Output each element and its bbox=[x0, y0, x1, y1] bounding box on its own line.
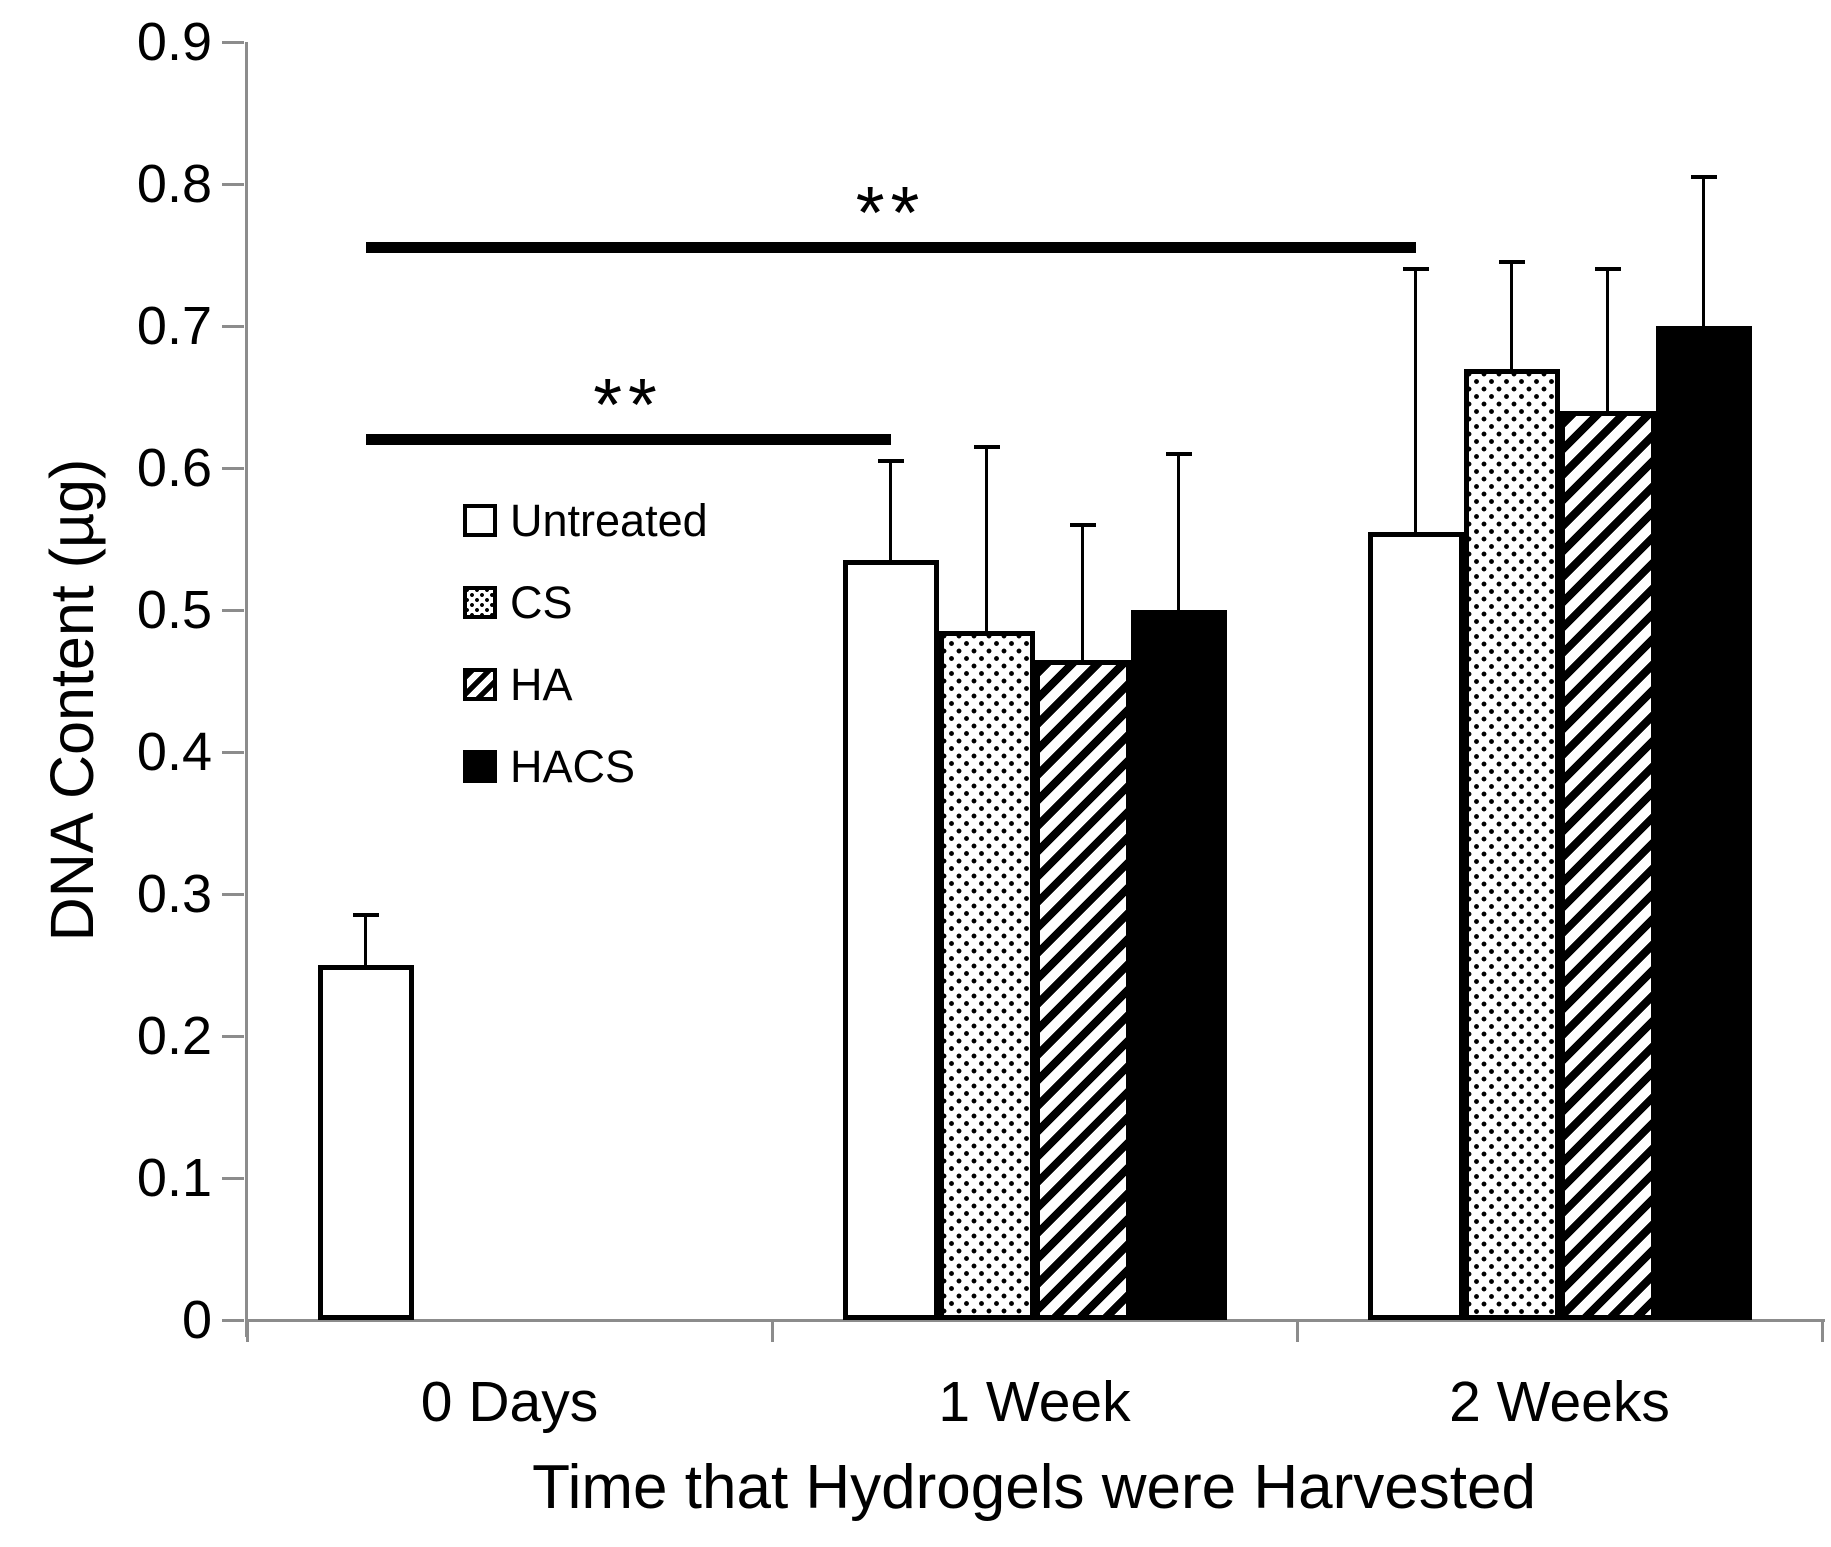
x-category-label: 0 Days bbox=[420, 1370, 599, 1434]
error-bar-cap bbox=[1498, 260, 1525, 265]
legend-item-ha: HA bbox=[463, 658, 573, 710]
error-bar-whisker bbox=[1414, 269, 1417, 532]
y-axis-title: DNA Content (µg) bbox=[38, 458, 106, 942]
y-tick-label: 0.3 bbox=[136, 864, 212, 924]
legend-label: Untreated bbox=[510, 494, 708, 546]
error-bar-cap bbox=[1069, 522, 1096, 527]
bar-ha-1-week bbox=[1034, 659, 1131, 1320]
y-axis-tick bbox=[222, 1318, 244, 1322]
x-axis-title: Time that Hydrogels were Harvested bbox=[532, 1453, 1536, 1522]
bar-untreated-0-days bbox=[317, 965, 414, 1320]
error-bar-cap bbox=[1594, 267, 1621, 272]
untreated-swatch-icon bbox=[463, 503, 497, 537]
x-category-label: 1 Week bbox=[938, 1370, 1131, 1434]
y-axis-tick bbox=[222, 466, 244, 470]
error-bar-cap bbox=[352, 913, 379, 918]
plot-area: 0.9 0.8 0.7 0.6 0.5 0.4 0.3 0.2 0.1 0 0 Days 1 Week… bbox=[137, 15, 1824, 1432]
x-axis-tick bbox=[245, 1320, 249, 1342]
error-bar-cap bbox=[973, 444, 1000, 449]
x-axis-tick bbox=[1820, 1320, 1824, 1342]
bar-hacs-1-week bbox=[1130, 610, 1227, 1320]
error-bar-cap bbox=[1690, 174, 1717, 179]
y-axis-line bbox=[245, 42, 248, 1337]
y-axis-tick bbox=[222, 1176, 244, 1180]
error-bar-whisker bbox=[364, 915, 367, 965]
y-tick-label: 0.1 bbox=[136, 1148, 212, 1208]
error-bar-cap bbox=[877, 458, 904, 463]
legend-item-cs: CS bbox=[463, 576, 573, 628]
error-bar-whisker bbox=[1177, 453, 1180, 610]
legend-label: HA bbox=[510, 658, 573, 710]
bar-untreated-1-week bbox=[842, 560, 939, 1320]
y-axis-tick bbox=[222, 324, 244, 328]
y-tick-label: 0.6 bbox=[136, 438, 212, 498]
y-axis-tick bbox=[222, 1034, 244, 1038]
error-bar-whisker bbox=[1510, 262, 1513, 369]
bar-untreated-2-weeks bbox=[1367, 531, 1464, 1320]
x-axis-tick bbox=[1295, 1320, 1299, 1342]
error-bar-whisker bbox=[985, 446, 988, 632]
error-bar-whisker bbox=[889, 460, 892, 561]
hacs-swatch-icon bbox=[463, 749, 497, 783]
bar-ha-2-weeks bbox=[1559, 411, 1656, 1320]
y-tick-label: 0 bbox=[181, 1290, 212, 1350]
x-axis-line bbox=[247, 1319, 1825, 1322]
x-category-label: 2 Weeks bbox=[1449, 1370, 1670, 1434]
y-tick-label: 0.9 bbox=[136, 12, 212, 72]
ha-swatch-icon bbox=[463, 667, 497, 701]
bar-cs-2-weeks bbox=[1463, 368, 1560, 1320]
legend-item-untreated: Untreated bbox=[463, 494, 708, 546]
legend-item-hacs: HACS bbox=[463, 740, 636, 792]
error-bar-cap bbox=[1402, 267, 1429, 272]
y-axis-tick bbox=[222, 892, 244, 896]
y-axis-tick bbox=[222, 40, 244, 44]
cs-swatch-icon bbox=[463, 585, 497, 619]
y-tick-label: 0.7 bbox=[136, 296, 212, 356]
significance-label: ** bbox=[855, 171, 926, 255]
legend-label: HACS bbox=[510, 740, 636, 792]
bar-cs-1-week bbox=[938, 631, 1035, 1320]
error-bar-whisker bbox=[1702, 176, 1705, 326]
significance-label: ** bbox=[593, 363, 663, 447]
error-bar-whisker bbox=[1606, 269, 1609, 412]
y-tick-label: 0.8 bbox=[136, 154, 212, 214]
error-bar-cap bbox=[1165, 451, 1192, 456]
x-axis-tick bbox=[770, 1320, 774, 1342]
significance-bar bbox=[365, 242, 1416, 254]
y-tick-label: 0.5 bbox=[136, 580, 212, 640]
y-tick-label: 0.4 bbox=[136, 722, 212, 782]
y-axis-tick bbox=[222, 182, 244, 186]
y-tick-label: 0.2 bbox=[136, 1006, 212, 1066]
legend-label: CS bbox=[510, 576, 573, 628]
significance-bar bbox=[365, 434, 891, 446]
bar-hacs-2-weeks bbox=[1655, 326, 1752, 1320]
y-axis-tick bbox=[222, 750, 244, 754]
error-bar-whisker bbox=[1081, 524, 1084, 660]
y-axis-tick bbox=[222, 608, 244, 612]
